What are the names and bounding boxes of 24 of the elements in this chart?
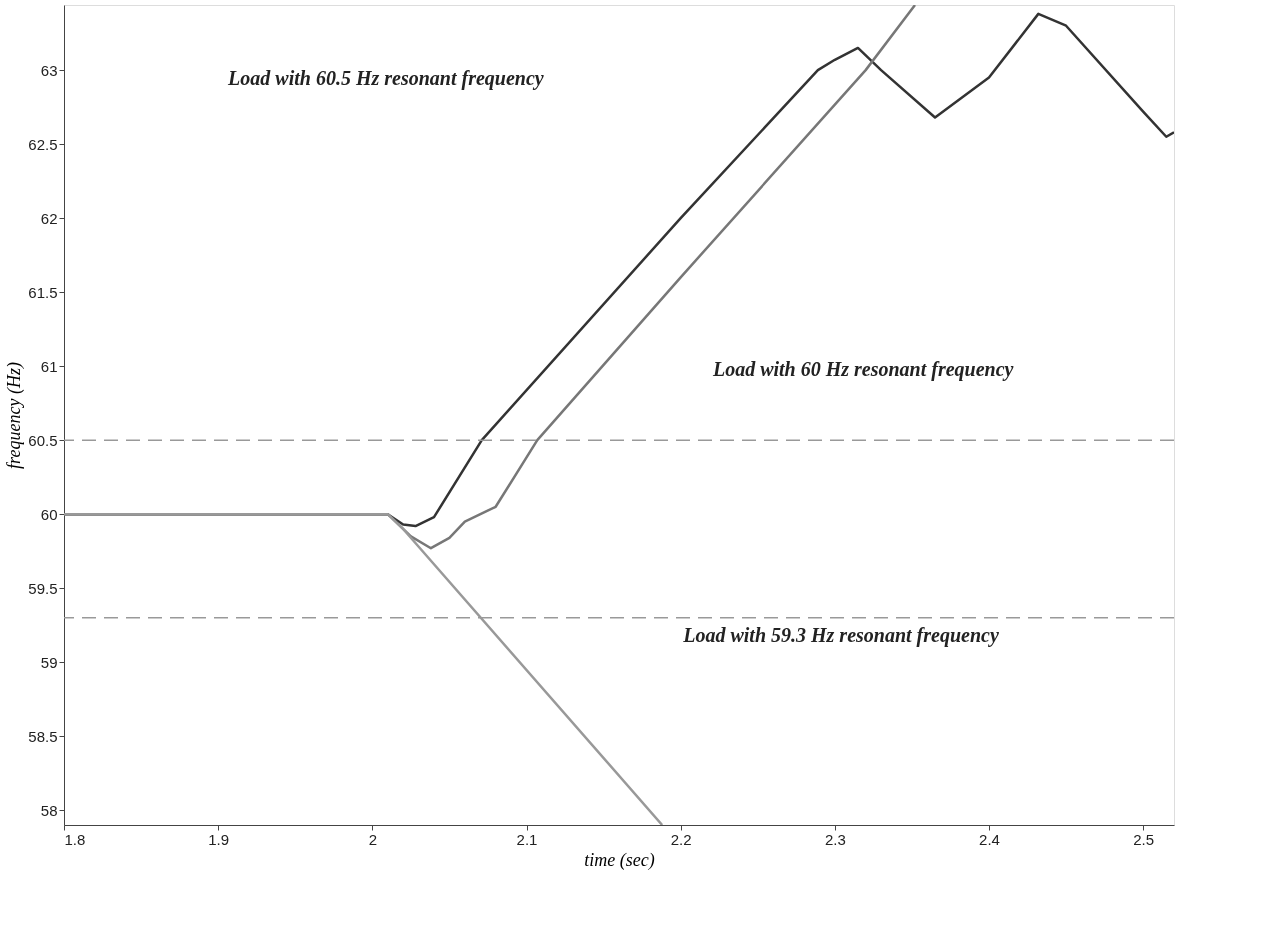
y-tick-label: 62.5 xyxy=(28,135,58,153)
x-tick-label: 2.1 xyxy=(516,830,538,848)
x-tick-label: 1.9 xyxy=(208,830,230,848)
y-tick-label: 60 xyxy=(40,505,58,523)
y-tick-label: 59.5 xyxy=(28,579,58,597)
y-tick-label: 61 xyxy=(40,357,58,375)
x-tick-label: 1.8 xyxy=(64,830,86,848)
y-tick-label: 63 xyxy=(40,61,58,79)
x-axis-title: time (sec) xyxy=(584,849,655,871)
y-tick-label: 58 xyxy=(40,801,58,819)
y-tick-label: 62 xyxy=(40,209,58,227)
x-tick-label: 2.5 xyxy=(1133,830,1155,848)
annotation: Load with 60.5 Hz resonant frequency xyxy=(227,66,544,90)
x-tick-label: 2.3 xyxy=(824,830,846,848)
y-axis-title: frequency (Hz) xyxy=(4,362,26,469)
annotation: Load with 60 Hz resonant frequency xyxy=(711,357,1014,381)
y-tick-label: 60.5 xyxy=(28,431,58,449)
x-tick-label: 2 xyxy=(368,830,378,848)
y-tick-label: 58.5 xyxy=(28,727,58,745)
x-tick-label: 2.2 xyxy=(670,830,692,848)
x-tick-label: 2.4 xyxy=(979,830,1000,848)
y-tick-label: 59 xyxy=(40,653,58,671)
y-tick-label: 61.5 xyxy=(28,283,58,301)
annotation: Load with 59.3 Hz resonant frequency xyxy=(682,624,999,648)
